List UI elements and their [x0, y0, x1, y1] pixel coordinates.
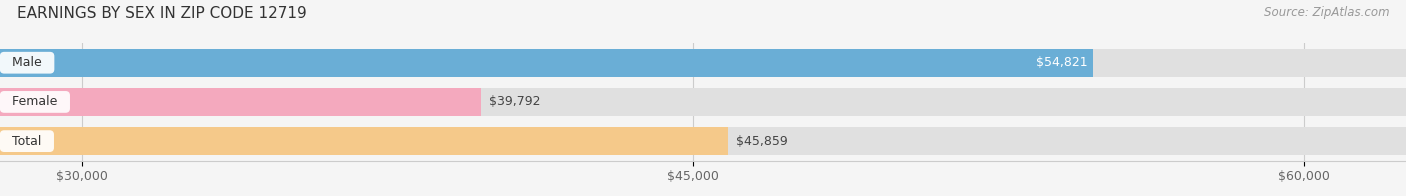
Text: $39,792: $39,792: [489, 95, 540, 108]
Text: Male: Male: [4, 56, 51, 69]
Bar: [0, 49, 1092, 77]
Text: Female: Female: [4, 95, 66, 108]
Bar: [0, 88, 1406, 116]
Bar: [0, 127, 728, 155]
Bar: [0, 49, 1406, 77]
Text: Total: Total: [4, 135, 49, 148]
Text: EARNINGS BY SEX IN ZIP CODE 12719: EARNINGS BY SEX IN ZIP CODE 12719: [17, 6, 307, 21]
Bar: [0, 88, 481, 116]
Bar: [0, 127, 1406, 155]
Text: Source: ZipAtlas.com: Source: ZipAtlas.com: [1264, 6, 1389, 19]
Text: $45,859: $45,859: [737, 135, 787, 148]
Text: $54,821: $54,821: [1036, 56, 1087, 69]
